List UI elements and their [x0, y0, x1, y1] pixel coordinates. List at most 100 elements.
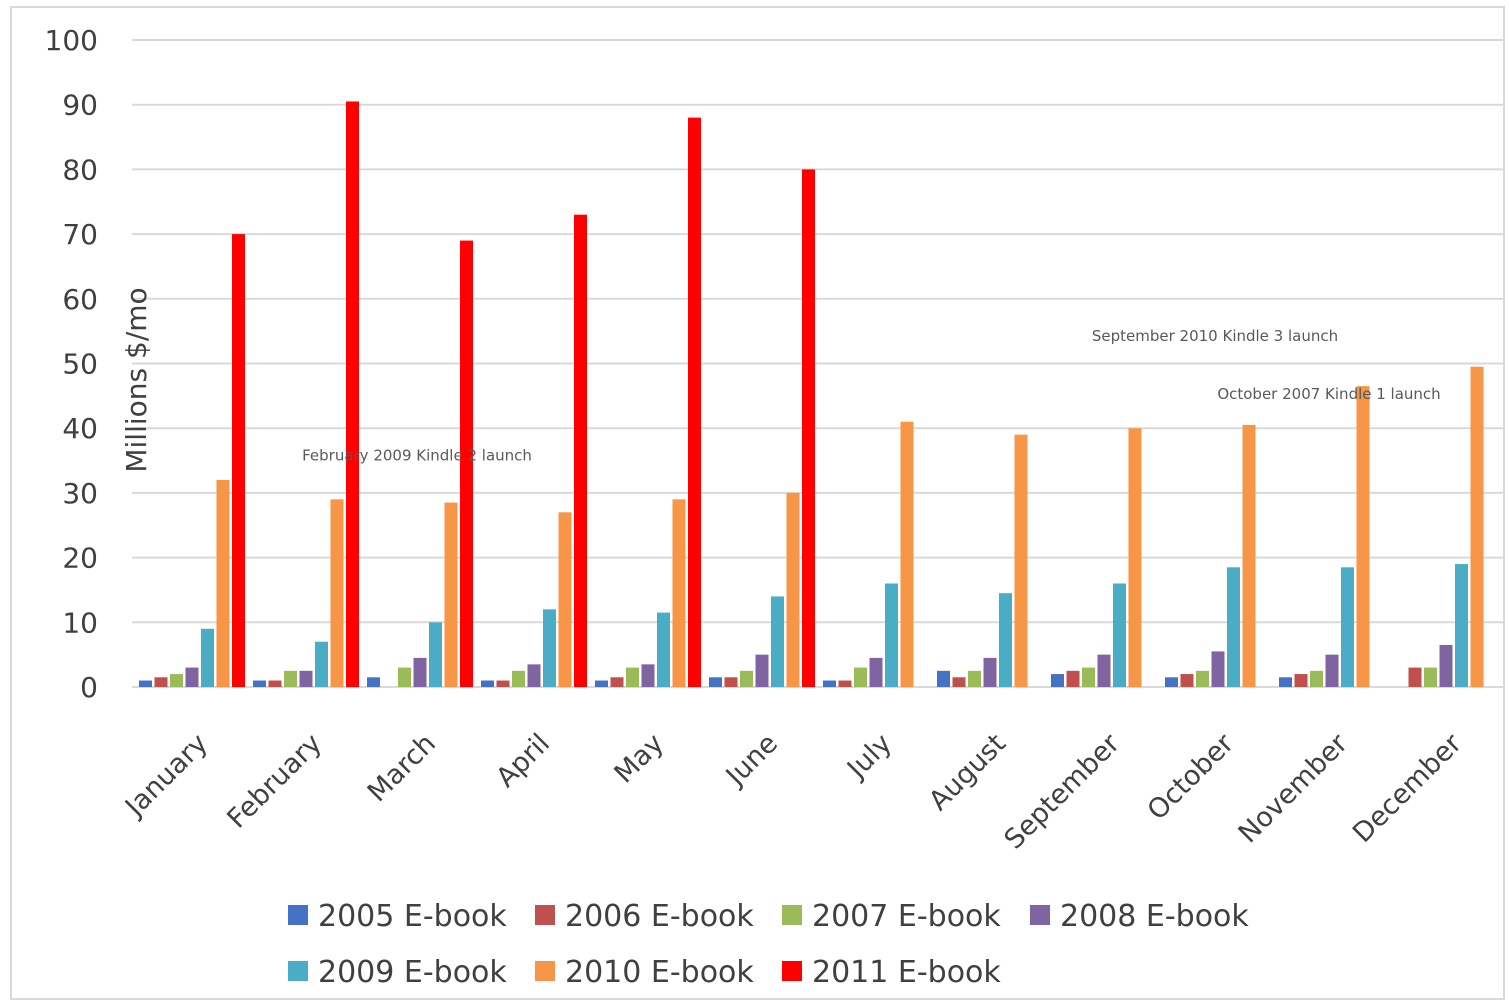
bar [1165, 677, 1178, 687]
x-tick-label: April [490, 728, 556, 794]
bar [1113, 583, 1126, 687]
bar [330, 499, 344, 687]
bar [1279, 677, 1292, 687]
legend-entry: 2007 E-book [812, 899, 1001, 934]
bar [786, 492, 800, 687]
bar [626, 667, 639, 687]
legend-entry: 2005 E-book [318, 899, 507, 934]
bar [1356, 386, 1370, 687]
legend-swatch [288, 905, 308, 925]
bar [724, 677, 738, 687]
x-tick-label: February [221, 728, 328, 835]
legend-swatch [535, 905, 555, 925]
bar [574, 214, 587, 687]
x-tick-label: December [1347, 727, 1469, 849]
bar [429, 622, 442, 687]
x-tick-label: October [1142, 727, 1241, 826]
bar [983, 657, 997, 687]
x-tick-label: March [362, 728, 442, 808]
y-axis-ticks: 0 10 20 30 40 50 60 70 80 90 100 [45, 24, 98, 704]
bar [1242, 424, 1256, 687]
legend-swatch [1030, 905, 1050, 925]
bar [1294, 674, 1308, 687]
annotation-text: September 2010 Kindle 3 launch [1092, 327, 1338, 345]
y-tick-label: 40 [62, 412, 98, 445]
bar [838, 680, 852, 687]
bar [1439, 644, 1453, 687]
bar [398, 667, 411, 687]
bar [937, 670, 950, 687]
y-tick-label: 70 [62, 218, 98, 251]
bar [1424, 667, 1437, 687]
y-tick-label: 50 [62, 348, 98, 381]
bar [543, 609, 556, 687]
bar [610, 677, 624, 687]
legend-entry: 2006 E-book [565, 899, 754, 934]
bars [139, 101, 1484, 688]
bar [460, 240, 473, 687]
bar [968, 670, 981, 687]
bar [154, 677, 168, 687]
bar [854, 667, 867, 687]
bar [367, 677, 380, 687]
bar [755, 654, 769, 687]
bar [771, 596, 784, 687]
bar [1455, 564, 1468, 687]
bar [1196, 670, 1209, 687]
bar [216, 479, 230, 687]
annotation-text: October 2007 Kindle 1 launch [1217, 385, 1440, 403]
legend-entry: 2009 E-book [318, 955, 507, 990]
bar [952, 677, 966, 687]
bar [315, 641, 328, 687]
bar [1227, 567, 1240, 687]
y-tick-label: 60 [62, 283, 98, 316]
x-tick-label: June [719, 728, 784, 793]
legend-swatch [288, 961, 308, 981]
x-tick-label: January [118, 728, 214, 824]
legend-entry: 2008 E-book [1060, 899, 1249, 934]
annotations: February 2009 Kindle 2 launch September 2… [302, 327, 1441, 465]
y-axis-label: Millions $/mo [120, 287, 153, 472]
bar [1310, 670, 1323, 687]
bar [413, 657, 427, 687]
bar [1128, 428, 1142, 687]
bar [170, 674, 183, 687]
y-tick-label: 10 [62, 606, 98, 639]
x-axis-categories: January February March April May June July Augu… [118, 727, 1468, 855]
bar [1211, 651, 1225, 687]
bar [1014, 434, 1028, 687]
bar [139, 680, 152, 687]
y-tick-label: 90 [62, 89, 98, 122]
bar [1180, 674, 1194, 687]
x-tick-label: May [609, 728, 670, 789]
legend-entry: 2011 E-book [812, 955, 1001, 990]
bar [641, 664, 655, 687]
bar [1325, 654, 1339, 687]
bar [657, 612, 670, 687]
bar [1082, 667, 1095, 687]
bar [253, 680, 266, 687]
x-tick-label: September [998, 727, 1126, 855]
y-tick-label: 80 [62, 153, 98, 186]
y-tick-label: 20 [62, 542, 98, 575]
bar [688, 117, 701, 687]
bar [1341, 567, 1354, 687]
bar [885, 583, 898, 687]
y-tick-label: 0 [80, 671, 98, 704]
x-tick-label: July [840, 728, 898, 786]
chart-frame [10, 6, 1505, 1000]
bar [1408, 667, 1422, 687]
legend-swatch [535, 961, 555, 981]
bar [1051, 674, 1064, 687]
legend-swatch [782, 905, 802, 925]
bar [869, 657, 883, 687]
bar [346, 101, 359, 688]
bar [709, 677, 722, 687]
bar [1470, 366, 1484, 687]
bar [558, 512, 572, 687]
bar [900, 421, 914, 687]
y-tick-label: 30 [62, 477, 98, 510]
legend-entry: 2010 E-book [565, 955, 754, 990]
bar [232, 234, 245, 687]
